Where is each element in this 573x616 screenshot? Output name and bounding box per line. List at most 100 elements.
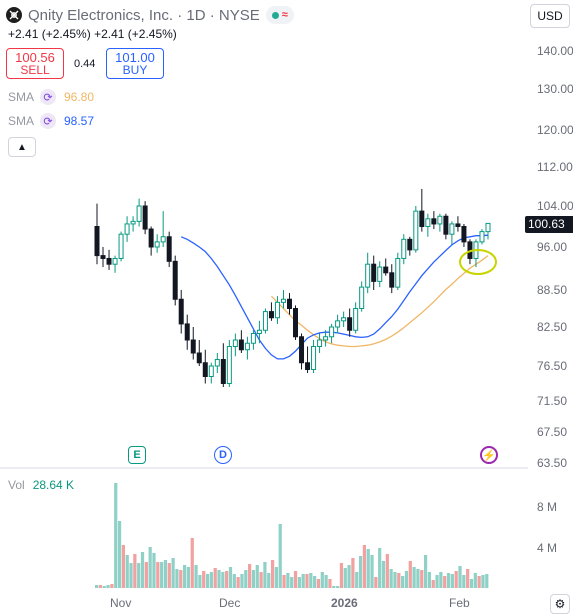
- candle-body: [431, 218, 437, 225]
- volume-axis: 8 M 4 M: [537, 500, 557, 555]
- volume-bar: [213, 568, 217, 588]
- volume-bar: [458, 566, 462, 588]
- volume-bar: [225, 571, 229, 588]
- volume-bar: [190, 538, 194, 588]
- volume-bar: [297, 577, 301, 588]
- sell-button[interactable]: 100.56 SELL: [6, 48, 64, 79]
- volume-bar: [477, 576, 481, 588]
- market-status[interactable]: ≈: [265, 6, 294, 24]
- indicator-value: 96.80: [64, 90, 95, 104]
- volume-bar: [370, 555, 374, 588]
- dividend-marker[interactable]: D: [214, 446, 232, 464]
- indicator-sma-2[interactable]: SMA ⟳ 98.57: [8, 113, 94, 129]
- candle-body: [94, 226, 100, 257]
- volume-bar: [431, 580, 435, 588]
- volume-bar: [404, 571, 409, 588]
- volume-bar: [351, 558, 355, 588]
- collapse-legend-button[interactable]: ▲: [8, 137, 36, 157]
- volume-bar: [439, 572, 443, 588]
- volume-bar: [182, 565, 187, 588]
- price-tick-label: 63.50: [537, 456, 567, 470]
- volume-bar: [343, 568, 347, 588]
- volume-legend[interactable]: Vol 28.64 K: [8, 478, 74, 492]
- candle-body: [485, 222, 491, 233]
- volume-bar: [290, 577, 294, 588]
- price-axis[interactable]: 140.00 130.00 120.00 112.00 104.00 96.00 88.50…: [537, 44, 573, 470]
- volume-bar: [473, 573, 477, 588]
- candle-body: [280, 298, 286, 303]
- volume-bar: [102, 586, 106, 588]
- volume-bar: [443, 576, 447, 588]
- candle-body: [196, 352, 202, 364]
- price-tick-label: 130.00: [537, 82, 573, 96]
- candle-body: [395, 257, 401, 288]
- volume-bar: [167, 563, 171, 588]
- volume-bar: [202, 571, 206, 588]
- volume-bar: [106, 585, 110, 588]
- price-tick-label: 67.50: [537, 425, 567, 439]
- buy-button[interactable]: 101.00 BUY: [106, 48, 164, 79]
- spread-value: 0.44: [74, 58, 96, 70]
- candle-body: [419, 210, 425, 227]
- candle-body: [148, 228, 154, 248]
- candle-body: [353, 308, 359, 331]
- last-price-tag: 100.63: [525, 216, 573, 233]
- candle-body: [220, 359, 226, 384]
- candle-body: [166, 236, 172, 262]
- earnings-marker[interactable]: E: [128, 446, 146, 464]
- candle-body: [461, 226, 467, 243]
- candle-body: [359, 286, 365, 309]
- price-tick-label: 88.50: [537, 283, 567, 297]
- candle-body: [437, 215, 443, 225]
- lightning-icon[interactable]: ⚡: [480, 446, 498, 464]
- volume-bar: [140, 552, 145, 588]
- volume-bar: [137, 563, 141, 588]
- candle-body: [244, 342, 250, 351]
- volume-bar: [313, 576, 317, 588]
- candle-body: [425, 218, 431, 227]
- price-tick-label: 140.00: [537, 44, 573, 58]
- currency-button[interactable]: USD: [530, 4, 570, 28]
- volume-bar: [328, 579, 332, 588]
- candle-body: [208, 365, 214, 377]
- candle-body: [317, 339, 323, 347]
- volume-bar: [179, 570, 183, 588]
- time-tick-label: Dec: [219, 596, 240, 610]
- symbol-header[interactable]: Qnity Electronics, Inc. · 1D · NYSE ≈: [6, 4, 294, 26]
- gear-icon[interactable]: ⚙: [550, 594, 570, 614]
- volume-bar: [481, 575, 485, 588]
- candle-body: [172, 260, 178, 300]
- volume-bar: [320, 572, 324, 588]
- candle-body: [329, 326, 335, 338]
- candle-body: [118, 233, 124, 259]
- price-change: +2.41 (+2.45%): [8, 27, 91, 41]
- candle-body: [443, 215, 449, 235]
- volume-label: Vol: [8, 478, 25, 492]
- volume-bar: [221, 572, 225, 588]
- candle-body: [142, 205, 148, 230]
- volume-bar: [401, 576, 405, 588]
- refresh-icon[interactable]: ⟳: [40, 89, 56, 105]
- chart-title[interactable]: Qnity Electronics, Inc. · 1D · NYSE: [28, 6, 260, 24]
- candle-body: [130, 220, 136, 225]
- volume-bar: [305, 574, 309, 588]
- time-tick-label: 2026: [331, 596, 358, 610]
- volume-bar: [309, 573, 313, 588]
- refresh-icon[interactable]: ⟳: [40, 113, 56, 129]
- candle-body: [154, 241, 160, 248]
- candle-body: [238, 339, 244, 351]
- volume-bar: [228, 567, 233, 588]
- volume-bar: [408, 561, 412, 588]
- candle-body: [226, 346, 232, 384]
- candle-body: [407, 238, 413, 251]
- sell-label: SELL: [20, 63, 50, 77]
- indicator-sma-1[interactable]: SMA ⟳ 96.80: [8, 89, 94, 105]
- candle-body: [413, 210, 419, 251]
- time-tick-label: Nov: [110, 596, 131, 610]
- volume-bar: [286, 573, 290, 588]
- volume-bar: [163, 560, 168, 588]
- volume-value: 28.64 K: [32, 478, 75, 492]
- time-axis[interactable]: Nov Dec 2026 Feb: [110, 596, 470, 610]
- volume-bar: [282, 575, 286, 588]
